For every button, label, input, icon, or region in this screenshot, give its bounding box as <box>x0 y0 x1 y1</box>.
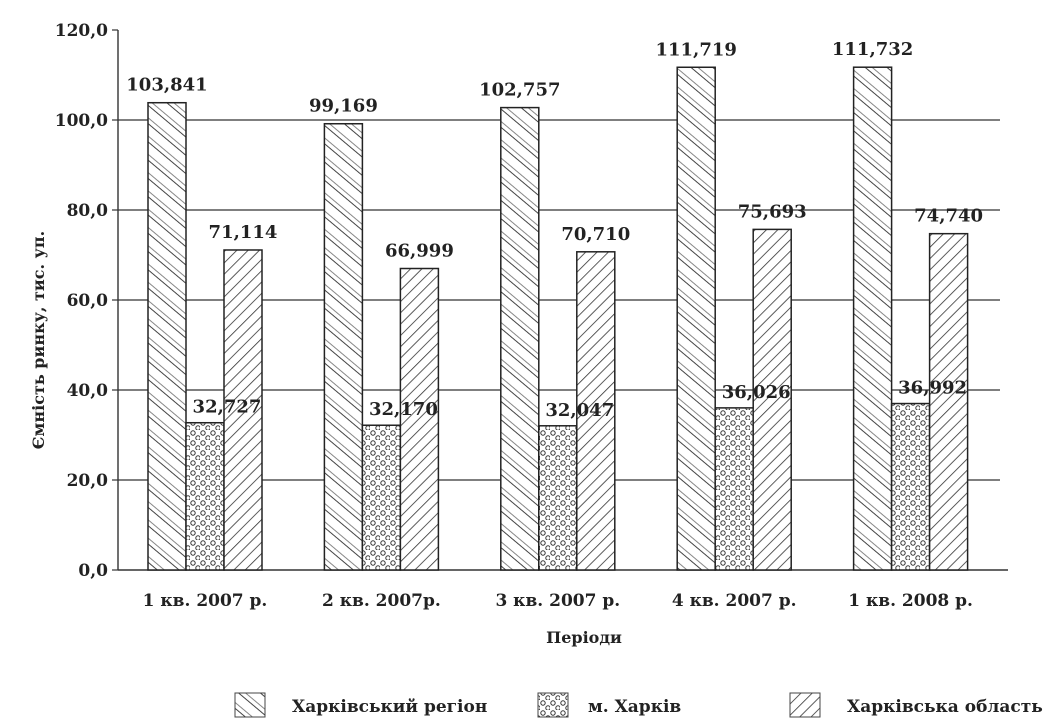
data-label: 32,170 <box>369 399 438 420</box>
bar <box>676 66 716 571</box>
data-labels: 103,841 32,727 71,114 99,169 32,170 66,999 102… <box>126 39 983 421</box>
legend-swatch <box>537 692 569 718</box>
bar <box>185 421 225 571</box>
x-tick-label: 4 кв. 2007 р. <box>672 591 797 611</box>
bar <box>852 66 893 571</box>
axes: 0,0 20,0 40,0 60,0 80,0 100,0 120,0 Ємність рин… <box>29 21 1008 647</box>
legend-label: м. Харків <box>588 697 681 717</box>
bar <box>576 251 616 571</box>
data-label: 36,992 <box>898 378 967 399</box>
data-label: 111,732 <box>832 39 913 60</box>
bar <box>752 228 792 571</box>
bar <box>928 232 969 571</box>
bar <box>538 425 578 571</box>
bar <box>399 267 440 571</box>
bar <box>147 101 187 571</box>
x-tick-label: 2 кв. 2007р. <box>322 591 441 611</box>
bar <box>361 424 402 571</box>
y-tick-label: 60,0 <box>67 291 109 311</box>
data-label: 99,169 <box>309 96 378 117</box>
y-tick-label: 40,0 <box>67 381 109 401</box>
data-label: 102,757 <box>479 80 560 101</box>
x-tick-label: 1 кв. 2008 р. <box>848 591 973 611</box>
data-label: 103,841 <box>126 75 207 96</box>
data-label: 32,047 <box>545 400 614 421</box>
x-tick-label: 1 кв. 2007 р. <box>143 591 268 611</box>
y-tick-label: 120,0 <box>55 21 108 41</box>
bar <box>500 106 540 571</box>
legend-swatch <box>234 692 266 718</box>
data-label: 75,693 <box>738 201 807 222</box>
y-tick-label: 20,0 <box>67 471 109 491</box>
legend-label: Харківська область <box>847 697 1043 717</box>
y-axis-title: Ємність ринку, тис. уп. <box>29 231 48 449</box>
data-label: 32,727 <box>193 397 262 418</box>
bar <box>890 402 931 571</box>
data-label: 74,740 <box>914 206 983 227</box>
data-label: 66,999 <box>385 241 454 262</box>
legend-label: Харківський регіон <box>292 697 487 717</box>
data-label: 71,114 <box>209 222 278 243</box>
data-label: 70,710 <box>561 224 630 245</box>
x-axis-title: Періоди <box>546 628 622 647</box>
y-tick-label: 80,0 <box>67 201 109 221</box>
y-tick-label: 100,0 <box>55 111 108 131</box>
data-label: 111,719 <box>655 39 736 60</box>
y-tick-label: 0,0 <box>78 561 108 581</box>
data-label: 36,026 <box>722 382 791 403</box>
bar <box>223 249 263 571</box>
x-tick-label: 3 кв. 2007 р. <box>495 591 620 611</box>
bar <box>323 122 364 571</box>
bar <box>714 407 754 571</box>
legend-swatch <box>789 692 821 718</box>
legend: Харківський регіон м. Харків Харківська об… <box>234 692 1043 718</box>
bars <box>147 66 969 571</box>
